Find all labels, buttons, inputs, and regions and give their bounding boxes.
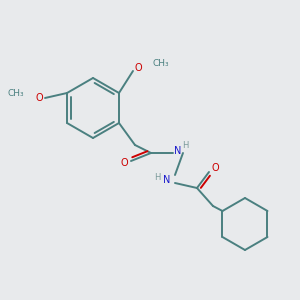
Text: N: N — [163, 175, 171, 185]
Text: CH₃: CH₃ — [8, 88, 24, 98]
Text: N: N — [174, 146, 182, 156]
Text: O: O — [120, 158, 128, 168]
Text: CH₃: CH₃ — [153, 58, 169, 68]
Text: O: O — [134, 63, 142, 73]
Text: O: O — [35, 93, 43, 103]
Text: H: H — [182, 140, 188, 149]
Text: H: H — [154, 172, 160, 182]
Text: O: O — [211, 163, 219, 173]
